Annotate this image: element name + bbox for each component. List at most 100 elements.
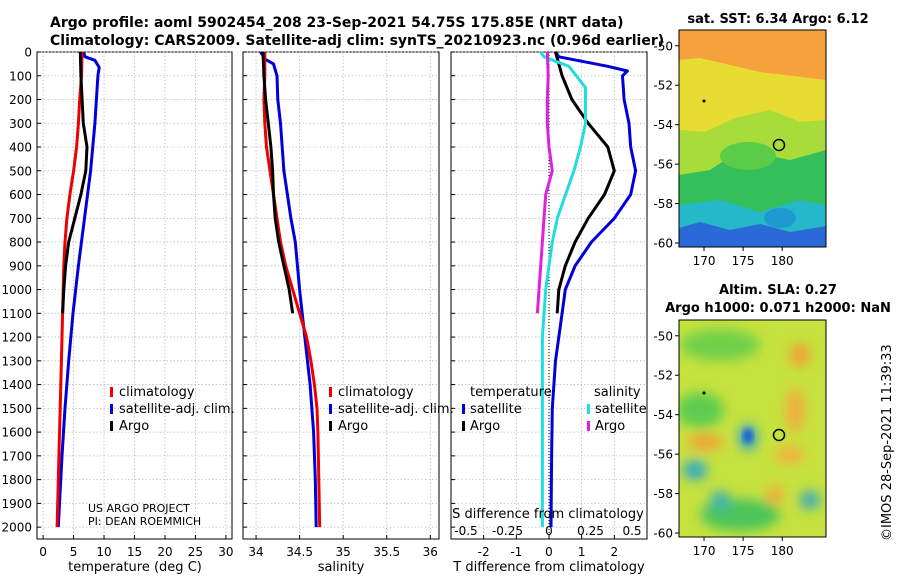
series-line-argo (261, 51, 295, 314)
legend-label-s-satellite: satellite (595, 402, 647, 417)
x-tick-label: 0 (39, 545, 47, 559)
y-tick-label: 400 (9, 141, 32, 155)
sst-argo-marker (772, 138, 786, 152)
map-lat-label: -52 (653, 79, 673, 93)
x-tick-label: 34 (248, 545, 263, 559)
project-annotation-2: PI: DEAN ROEMMICH (88, 515, 201, 528)
x-tick-label: 0 (545, 545, 553, 559)
map-lon-label: 175 (732, 544, 755, 558)
x-tick-label: 36 (423, 545, 438, 559)
t-difference-xlabel: T difference from climatology (452, 560, 645, 575)
map-lat-label: -56 (653, 158, 673, 172)
y-tick-label: 600 (9, 188, 32, 202)
sla-green-top (680, 329, 760, 361)
sla-small-dot (702, 391, 706, 395)
temperature-legend: climatology satellite-adj. clim. Argo (110, 385, 235, 434)
sst-green-patch (720, 142, 776, 170)
sla-orange-4 (776, 446, 804, 464)
sla-blue-core (743, 429, 753, 443)
map-lon-label: 180 (771, 254, 794, 268)
sla-green-mid (679, 392, 724, 428)
temperature-series (55, 51, 101, 528)
map-lat-label: -52 (653, 369, 673, 383)
x-tick-label: 5 (70, 545, 78, 559)
sst-map-title: sat. SST: 6.34 Argo: 6.12 (687, 12, 868, 27)
y-tick-label: 1600 (1, 426, 32, 440)
sst-field-blue (679, 222, 826, 247)
salinity-series (259, 51, 322, 528)
salinity-axes-box (242, 51, 440, 540)
x-tick-label: -2 (478, 545, 490, 559)
x-tick-label: -1 (510, 545, 522, 559)
title-line-1: Argo profile: aoml 5902454_208 23-Sep-20… (50, 15, 624, 31)
x-tick-label: 25 (188, 545, 203, 559)
legend-swatch-climatology (329, 387, 332, 397)
sst-field-warm-band (679, 30, 826, 80)
sla-orange-1 (790, 343, 810, 367)
sla-cyan-4 (800, 491, 820, 509)
legend-label-t-satellite: satellite (470, 402, 522, 417)
map-lat-label: -50 (653, 329, 673, 343)
legend-swatch-t-satellite (462, 404, 465, 414)
sst-field-yellow (679, 58, 826, 132)
sla-field-blobs (679, 329, 820, 531)
legend-label-climatology: climatology (338, 385, 414, 400)
salinity-legend: climatology satellite-adj. clim. Argo (329, 385, 454, 434)
sst-map-image (679, 30, 826, 247)
s-tick-label: 0.5 (622, 524, 641, 538)
legend-swatch-argo (329, 421, 332, 431)
series-line-argo (61, 51, 89, 314)
series-line-t-argo (554, 51, 616, 314)
x-tick-label: 35.5 (373, 545, 400, 559)
map-lat-label: -50 (653, 39, 673, 53)
sla-map-image (679, 320, 826, 537)
sla-map: Altim. SLA: 0.27 Argo h1000: 0.071 h2000… (653, 283, 890, 558)
map-lat-label: -58 (653, 487, 673, 501)
s-tick-label: 0 (545, 524, 553, 538)
sla-cyan-3 (710, 491, 730, 509)
sla-argo-marker (772, 428, 786, 442)
y-tick-label: 1800 (1, 473, 32, 487)
salinity-difference-ticks: -0.5 -0.25 0 0.25 0.5 (454, 524, 641, 538)
x-tick-label: 15 (127, 545, 142, 559)
y-tick-label: 1000 (1, 283, 32, 297)
sst-map-frame (678, 29, 827, 248)
s-difference-label: S difference from climatology (452, 507, 644, 522)
sla-orange-2 (786, 388, 804, 432)
difference-legend: temperature salinity satellite Argo sate… (462, 385, 647, 434)
salinity-grid (243, 51, 439, 539)
y-tick-label: 1200 (1, 331, 32, 345)
legend-swatch-s-satellite (587, 404, 590, 414)
y-tick-label: 500 (9, 164, 32, 178)
temperature-xlabel: temperature (deg C) (68, 560, 202, 575)
legend-label-satellite-adj: satellite-adj. clim. (119, 402, 235, 417)
map-lon-label: 170 (693, 254, 716, 268)
legend-title-temperature: temperature (470, 385, 552, 400)
x-tick-label: 1 (578, 545, 586, 559)
sla-orange-5 (766, 486, 784, 504)
difference-series (535, 51, 638, 528)
difference-panel: -2 -1 0 1 2 -0.5 -0.25 0 0.25 0.5 S difference f… (450, 51, 648, 575)
legend-label-climatology: climatology (119, 385, 195, 400)
map-lon-label: 170 (693, 544, 716, 558)
legend-swatch-satellite-adj (329, 404, 332, 414)
salinity-xlabel: salinity (318, 560, 365, 575)
y-tick-label: 1700 (1, 449, 32, 463)
temperature-grid (37, 51, 232, 539)
sst-map: sat. SST: 6.34 Argo: 6.12 170 175 180 -50 -5… (653, 12, 868, 268)
sla-map-frame (678, 319, 827, 538)
legend-swatch-satellite-adj (110, 404, 113, 414)
legend-swatch-argo (110, 421, 113, 431)
map-lat-label: -60 (653, 527, 673, 541)
y-tick-label: 0 (24, 46, 32, 60)
x-tick-label: 35 (336, 545, 351, 559)
map-lat-label: -56 (653, 448, 673, 462)
series-line-s-argo (535, 51, 554, 314)
imos-credit: ©IMOS 28-Sep-2021 11:39:33 (880, 344, 895, 541)
y-tick-label: 1400 (1, 378, 32, 392)
x-tick-label: 34.5 (286, 545, 313, 559)
temperature-ticks: 0100200300400500600700800900100011001200… (1, 46, 233, 560)
series-line-s-satellite (539, 51, 587, 528)
y-tick-label: 1500 (1, 402, 32, 416)
sla-map-ticks: 170 175 180 -50 -52 -54 -56 -58 -60 (653, 329, 793, 558)
